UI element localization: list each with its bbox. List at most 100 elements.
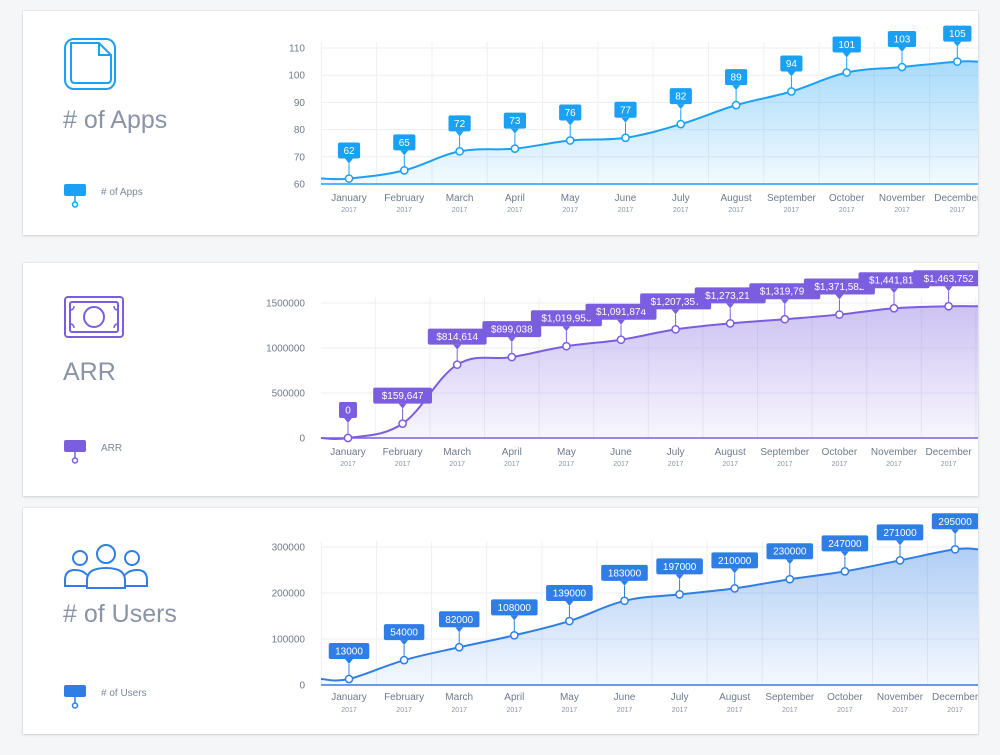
users-title: # of Users [63, 600, 177, 628]
data-label-pointer [730, 568, 739, 574]
apps-card: # of Apps # of Apps 60 70 80 90 100 110 62 65 72… [23, 11, 978, 235]
x-tick-sublabel: 2017 [395, 461, 411, 468]
data-point[interactable]: 77 [614, 101, 637, 143]
x-tick-label: May [557, 447, 576, 458]
data-label: 62 [343, 146, 355, 157]
data-point[interactable]: $1,019,953 [530, 310, 602, 351]
data-label-pointer [787, 71, 796, 77]
data-point[interactable]: $814,614 [427, 328, 487, 370]
data-label: 101 [838, 40, 855, 51]
data-label: $1,371,582 [814, 282, 864, 293]
data-point-marker [950, 544, 960, 554]
data-point[interactable]: 0 [339, 402, 357, 443]
data-point-marker [731, 100, 741, 110]
data-point-marker [897, 62, 907, 72]
data-point[interactable]: $899,038 [482, 321, 542, 362]
data-point[interactable]: 247000 [821, 535, 869, 576]
data-point-marker [452, 360, 462, 370]
data-point[interactable]: 94 [780, 55, 803, 96]
data-label-bubble [383, 624, 425, 641]
x-tick-sublabel: 2017 [894, 207, 910, 214]
data-label-pointer [951, 529, 960, 535]
data-label-bubble [694, 287, 766, 304]
x-tick-sublabel: 2017 [886, 461, 902, 468]
data-point[interactable]: 103 [887, 31, 917, 72]
data-label: 103 [894, 35, 911, 46]
data-point-marker [399, 166, 409, 175]
apps-legend: # of Apps [63, 183, 143, 209]
data-point[interactable]: $1,371,582 [803, 278, 875, 319]
data-label: $159,647 [382, 391, 424, 402]
data-label: 197000 [663, 562, 697, 573]
data-label: 89 [731, 73, 743, 84]
data-label-pointer [400, 150, 409, 156]
x-tick-label: November [877, 692, 924, 703]
data-label: $899,038 [491, 325, 533, 336]
x-tick-sublabel: 2017 [562, 207, 578, 214]
data-point[interactable]: 82000 [438, 611, 480, 652]
data-point-marker [344, 674, 354, 684]
data-point[interactable]: $1,441,812 [858, 272, 930, 313]
y-tick-label: 1500000 [266, 299, 305, 310]
data-point[interactable]: 101 [832, 36, 861, 77]
data-label-pointer [620, 580, 629, 586]
x-tick-sublabel: 2017 [451, 707, 467, 714]
data-label-pointer [398, 403, 407, 409]
x-tick-label: November [879, 193, 926, 204]
data-label-bubble [780, 55, 803, 72]
data-point[interactable]: $1,319,791 [749, 283, 821, 324]
data-point[interactable]: 82 [669, 88, 692, 129]
data-point[interactable]: 139000 [546, 585, 593, 626]
data-label: 108000 [498, 603, 532, 614]
data-point[interactable]: 89 [725, 69, 748, 110]
data-label-bubble [749, 283, 821, 300]
data-point[interactable]: 230000 [766, 543, 814, 584]
data-point[interactable]: $159,647 [373, 387, 432, 428]
x-tick-label: October [829, 193, 865, 204]
x-tick-label: February [384, 193, 424, 204]
data-point[interactable]: 183000 [601, 564, 648, 606]
data-point[interactable]: 197000 [656, 558, 703, 599]
data-point[interactable]: 108000 [491, 599, 538, 640]
data-point-marker [944, 301, 953, 311]
y-tick-label: 80 [294, 125, 306, 136]
x-tick-label: August [719, 692, 750, 703]
users-card: # of Users # of Users 0 100000 200000 30000… [23, 508, 978, 734]
data-point[interactable]: $1,091,874 [585, 303, 657, 345]
data-point[interactable]: 13000 [328, 643, 370, 684]
x-tick-sublabel: 2017 [727, 707, 743, 714]
data-point-marker [565, 616, 574, 626]
data-point[interactable]: 62 [337, 142, 361, 183]
data-point[interactable]: $1,273,216 [694, 287, 766, 328]
data-point[interactable]: 54000 [383, 624, 425, 665]
app-icon [63, 37, 119, 98]
y-tick-label: 100 [288, 71, 305, 82]
data-point[interactable]: 271000 [876, 524, 924, 565]
data-point[interactable]: 72 [448, 115, 471, 156]
x-tick-sublabel: 2017 [832, 461, 848, 468]
data-label: 13000 [335, 647, 363, 658]
data-point[interactable]: 76 [559, 104, 582, 145]
data-label: 247000 [828, 539, 862, 550]
data-point[interactable]: 73 [503, 112, 526, 153]
x-tick-sublabel: 2017 [668, 461, 684, 468]
y-tick-label: 300000 [272, 543, 306, 554]
x-tick-label: November [871, 447, 918, 458]
data-label-bubble [491, 599, 538, 616]
data-point-marker [562, 341, 571, 351]
data-label: $1,207,357 [651, 297, 701, 308]
x-tick-sublabel: 2017 [397, 207, 413, 214]
x-tick-label: January [331, 692, 367, 703]
x-tick-label: July [671, 692, 689, 703]
data-point[interactable]: $1,207,357 [640, 293, 712, 334]
data-point[interactable]: 65 [393, 134, 416, 175]
x-tick-label: August [721, 193, 752, 204]
data-label-bubble [821, 535, 869, 552]
data-point[interactable]: 105 [943, 25, 972, 66]
data-label: 82 [675, 92, 687, 103]
data-point[interactable]: 210000 [711, 552, 758, 593]
data-point[interactable]: $1,463,752 [913, 270, 978, 311]
data-point[interactable]: 295000 [931, 513, 978, 554]
x-tick-label: September [760, 447, 810, 458]
data-point-marker [676, 119, 686, 129]
